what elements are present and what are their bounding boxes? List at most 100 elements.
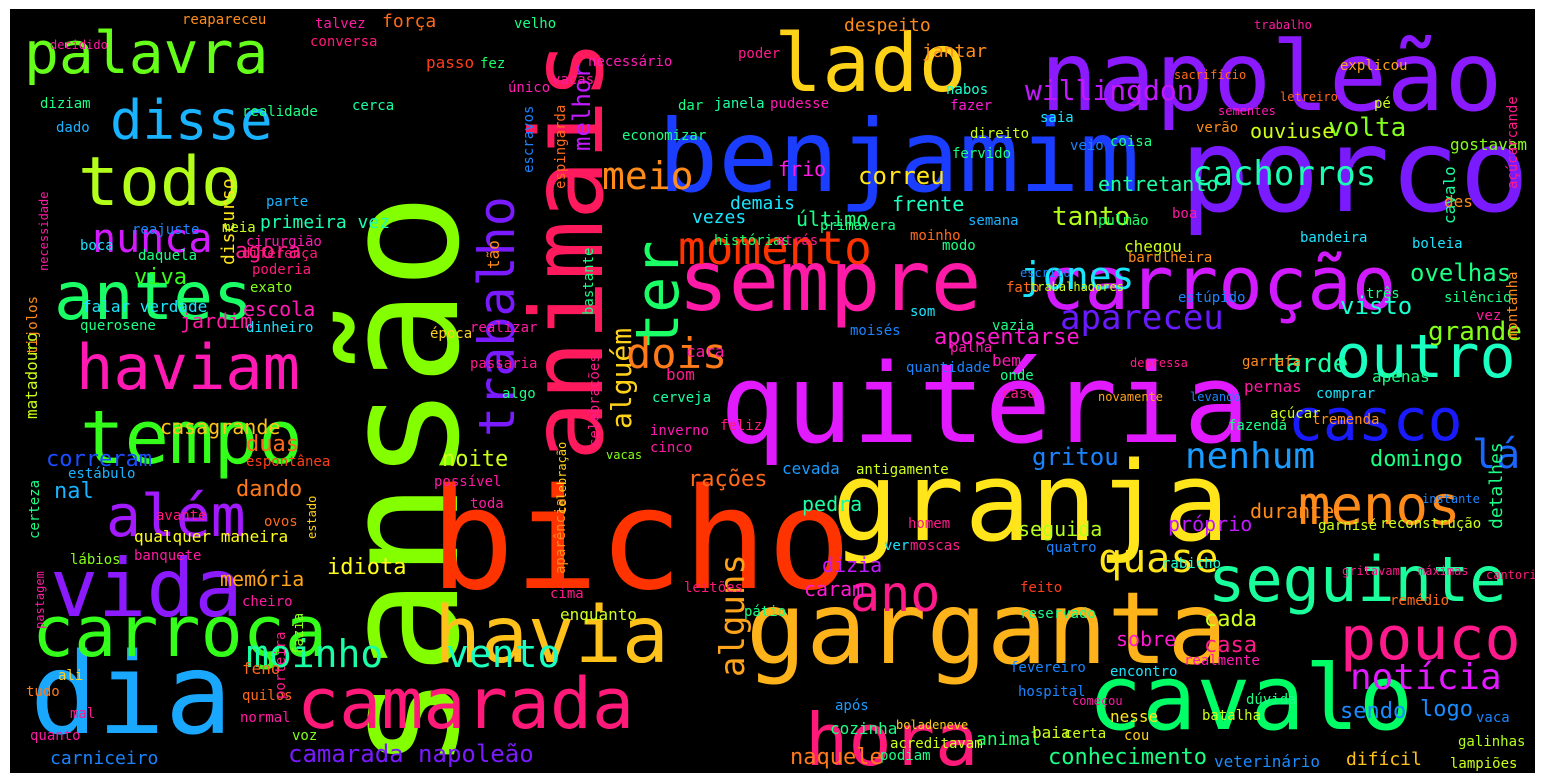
word-vaca: vaca: [1476, 710, 1510, 726]
word-casco: casco: [1288, 386, 1463, 454]
word-palavra: palavra: [24, 19, 269, 87]
word-vento: vento: [446, 632, 561, 676]
word-realizar: realizar: [470, 320, 538, 336]
word-normal: normal: [240, 710, 291, 726]
word-podiam: podiam: [880, 748, 931, 764]
word-gostavam: gostavam: [1450, 135, 1528, 154]
word-casagrande: casagrande: [160, 415, 281, 439]
word-poder: poder: [738, 46, 781, 62]
word-cirurgiao: cirurgião: [246, 234, 322, 250]
word-volta: volta: [1328, 113, 1407, 143]
word-tres: três: [1366, 286, 1400, 302]
word-apenas: apenas: [1372, 367, 1430, 386]
word-comecou: começou: [1072, 694, 1123, 708]
word-falar-verdade: falar verdade: [82, 297, 208, 316]
word-fazenda: fazenda: [1228, 418, 1288, 434]
word-benjamim: benjamim: [658, 98, 1140, 215]
word-economizar: economizar: [622, 128, 707, 144]
word-aposentarse: aposentarse: [934, 325, 1080, 350]
word-viva: viva: [134, 265, 187, 290]
word-ovelhas: ovelhas: [1410, 259, 1512, 287]
word-idiota: idiota: [327, 555, 407, 580]
word-quilos: quilos: [242, 688, 293, 704]
word-durante: durante: [1250, 499, 1335, 523]
word-vez: vez: [1476, 308, 1502, 324]
word-modo: modo: [942, 238, 976, 254]
word-boleia: boleia: [1412, 236, 1463, 252]
word-seguinte: seguinte: [1208, 543, 1507, 616]
word-escravos: escravos: [521, 105, 537, 173]
word-jardim: jardim: [180, 309, 253, 333]
word-tremenda: tremenda: [1312, 412, 1380, 428]
word-quanto: quanto: [30, 728, 81, 744]
word-daquela: daquela: [138, 248, 198, 264]
word-hospital: hospital: [1018, 684, 1086, 700]
word-diferenca: diferença: [242, 246, 318, 262]
word-dado: dado: [56, 120, 90, 136]
word-quatro: quatro: [1046, 540, 1097, 556]
word-nesse: nesse: [1110, 707, 1159, 726]
word-boca: boca: [80, 238, 114, 254]
word-labios: lábios: [70, 552, 121, 568]
word-jantar: jantar: [922, 41, 988, 62]
word-visto: visto: [1340, 292, 1413, 320]
word-chegou: chegou: [1124, 237, 1182, 256]
word-primeira-vez: primeira vez: [260, 212, 391, 233]
word-realmente: realmente: [1184, 653, 1260, 669]
word-estabulo: estábulo: [68, 466, 136, 482]
word-disse: disse: [110, 89, 273, 152]
word-pernas: pernas: [1244, 377, 1302, 396]
word-bem: bem: [992, 351, 1021, 370]
word-cinco: cinco: [650, 440, 693, 456]
word-inverno: inverno: [650, 423, 710, 439]
word-conhecimento: conhecimento: [1048, 745, 1207, 770]
word-remedio: remédio: [1390, 593, 1450, 609]
word-coisa: coisa: [1110, 134, 1153, 150]
word-frio: frio: [778, 157, 827, 181]
word-duvida: dúvida: [1246, 692, 1297, 708]
word-alem: além: [106, 482, 246, 550]
word-nenhum: nenhum: [1185, 436, 1316, 477]
word-apos: após: [835, 698, 869, 714]
word-sempre: sempre: [678, 232, 982, 330]
word-dando: dando: [236, 477, 303, 502]
word-decidido: decidido: [50, 38, 108, 52]
word-menos: menos: [1298, 474, 1461, 537]
word-cloud: sansão animais bicho napoleão porco benj…: [10, 9, 1535, 773]
word-diziam: diziam: [40, 96, 91, 112]
word-des: des: [1444, 192, 1473, 211]
word-nal: nal: [54, 479, 94, 504]
word-proprio: próprio: [1168, 512, 1253, 536]
word-noite: noite: [442, 447, 509, 472]
word-sendo: sendo: [1340, 699, 1407, 724]
word-talvez: talvez: [315, 16, 366, 32]
word-pouco: pouco: [1340, 604, 1521, 674]
word-feliz: feliz: [720, 418, 763, 434]
word-comprar: comprar: [1316, 386, 1376, 402]
word-ultimo: último: [796, 207, 869, 231]
word-exato: exato: [250, 280, 293, 296]
word-cou: cou: [1124, 728, 1150, 744]
word-carrocao: carroção: [1040, 241, 1397, 327]
word-rabicho: rabicho: [1162, 556, 1222, 572]
word-mal: mal: [70, 706, 96, 722]
word-ano: ano: [850, 565, 941, 623]
word-detalhes: detalhes: [1486, 442, 1507, 529]
word-tanto: tanto: [1052, 202, 1131, 232]
word-vacas-small: vacas: [606, 448, 643, 462]
word-cozinha: cozinha: [830, 719, 898, 738]
word-fazer: fazer: [950, 98, 993, 114]
word-cara: cara: [686, 342, 725, 361]
word-escola: escola: [243, 297, 316, 321]
word-onde: onde: [1000, 368, 1034, 384]
word-logo: logo: [1420, 697, 1473, 722]
word-homem: homem: [908, 516, 951, 532]
word-reconstrucao: reconstrução: [1380, 516, 1482, 532]
word-unico: único: [508, 80, 551, 96]
word-dar: dar: [678, 98, 704, 114]
word-direito: direito: [970, 126, 1030, 142]
word-janela: janela: [714, 96, 765, 112]
word-poderia: poderia: [252, 262, 312, 278]
word-trabalho-small: trabalho: [1254, 18, 1312, 32]
word-fervido: fervido: [952, 146, 1012, 162]
